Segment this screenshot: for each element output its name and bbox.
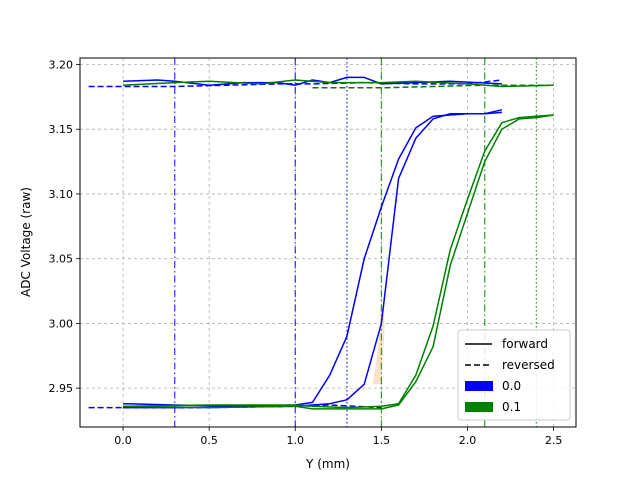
y-tick-label: 3.15: [49, 123, 74, 136]
series-line-0-1: [123, 114, 554, 409]
x-tick-label: 0.5: [200, 434, 218, 447]
legend: forward reversed 0.0 0.1: [457, 329, 571, 421]
y-axis-label: ADC Voltage (raw): [19, 187, 33, 297]
y-axis-ticks: 2.95 3.00 3.05 3.10 3.15 3.20: [49, 58, 80, 395]
series-line-0-0: [88, 79, 502, 88]
series-line-0-1: [312, 84, 554, 89]
legend-patch-swatch: [465, 381, 493, 391]
x-tick-label: 2.0: [459, 434, 477, 447]
legend-label: 0.1: [502, 400, 521, 414]
y-tick-label: 2.95: [49, 382, 74, 395]
series-line-0-1: [123, 114, 554, 410]
y-tick-label: 3.10: [49, 188, 74, 201]
y-tick-label: 3.05: [49, 253, 74, 266]
vertical-lines: [174, 58, 538, 427]
x-tick-label: 0.0: [114, 434, 132, 447]
x-tick-label: 2.5: [545, 434, 563, 447]
legend-patch-swatch: [465, 402, 493, 412]
legend-label: reversed: [502, 358, 555, 372]
legend-label: 0.0: [502, 379, 521, 393]
y-tick-label: 3.20: [49, 58, 74, 71]
y-tick-label: 3.00: [49, 317, 74, 330]
plot-frame: [79, 57, 577, 428]
legend-label: forward: [502, 337, 548, 351]
series-lines: [88, 76, 554, 410]
x-tick-label: 1.0: [287, 434, 305, 447]
x-axis-ticks: 0.0 0.5 1.0 1.5 2.0 2.5: [114, 427, 562, 447]
x-axis-label: Y (mm): [305, 457, 350, 471]
legend-box: [457, 329, 571, 421]
x-tick-label: 1.5: [373, 434, 391, 447]
